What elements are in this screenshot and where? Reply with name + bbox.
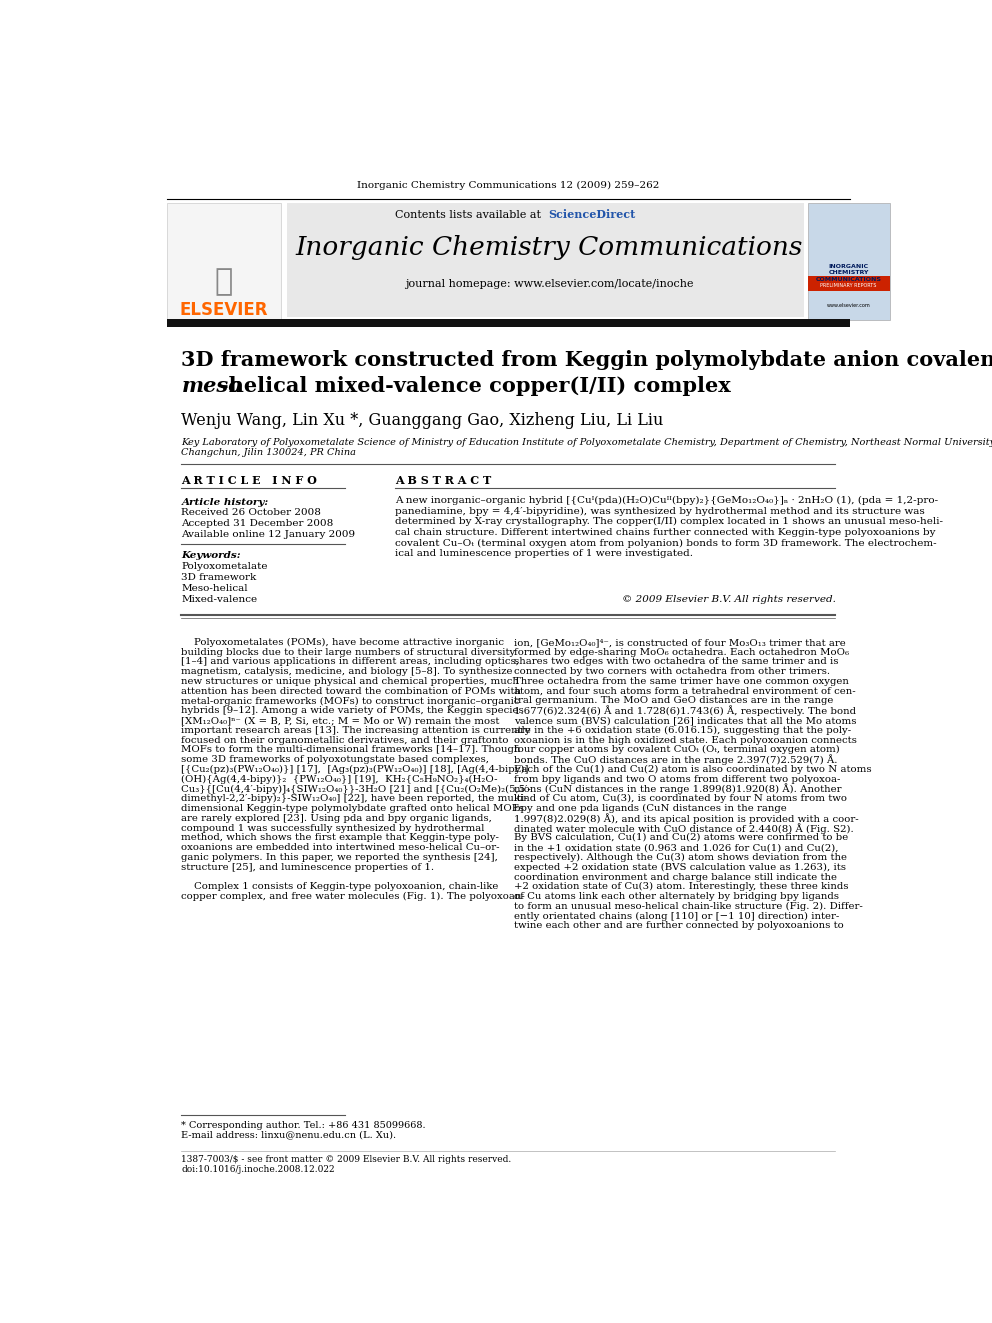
Text: [{Cu₂(pz)₃(PW₁₂O₄₀)}] [17],  [Ag₃(pz)₃(PW₁₂O₄₀)] [18], [Ag(4,4-bipy)]: [{Cu₂(pz)₃(PW₁₂O₄₀)}] [17], [Ag₃(pz)₃(PW… — [182, 765, 529, 774]
Text: journal homepage: www.elsevier.com/locate/inoche: journal homepage: www.elsevier.com/locat… — [405, 279, 693, 290]
Text: A new inorganic–organic hybrid [{Cuᴵ(pda)(H₂O)Cuᴵᴵ(bpy)₂}{GeMo₁₂O₄₀}]ₙ · 2nH₂O (: A new inorganic–organic hybrid [{Cuᴵ(pda… — [395, 496, 938, 505]
Text: ganic polymers. In this paper, we reported the synthesis [24],: ganic polymers. In this paper, we report… — [182, 853, 498, 863]
Text: new structures or unique physical and chemical properties, much: new structures or unique physical and ch… — [182, 677, 519, 685]
Text: 1387-7003/$ - see front matter © 2009 Elsevier B.V. All rights reserved.: 1387-7003/$ - see front matter © 2009 El… — [182, 1155, 512, 1164]
Text: atom, and four such atoms form a tetrahedral environment of cen-: atom, and four such atoms form a tetrahe… — [514, 687, 855, 696]
Text: structure [25], and luminescence properties of 1.: structure [25], and luminescence propert… — [182, 863, 434, 872]
Text: www.elsevier.com: www.elsevier.com — [826, 303, 871, 307]
Text: Meso-helical: Meso-helical — [182, 583, 248, 593]
Text: expected +2 oxidation state (BVS calculation value as 1.263), its: expected +2 oxidation state (BVS calcula… — [514, 863, 846, 872]
Text: (OH){Ag(4,4-bipy)}₂  {PW₁₂O₄₀}] [19],  KH₂{C₅H₉NO₂}₄(H₂O-: (OH){Ag(4,4-bipy)}₂ {PW₁₂O₄₀}] [19], KH₂… — [182, 775, 498, 783]
Text: magnetism, catalysis, medicine, and biology [5–8]. To synthesize: magnetism, catalysis, medicine, and biol… — [182, 667, 513, 676]
Text: tral germanium. The MoO and GeO distances are in the range: tral germanium. The MoO and GeO distance… — [514, 696, 833, 705]
Text: metal-organic frameworks (MOFs) to construct inorganic–organic: metal-organic frameworks (MOFs) to const… — [182, 696, 520, 705]
Text: Mixed-valence: Mixed-valence — [182, 595, 258, 603]
Text: bpy and one pda ligands (CuN distances in the range: bpy and one pda ligands (CuN distances i… — [514, 804, 787, 814]
Text: 3D framework constructed from Keggin polymolybdate anion covalently linked by: 3D framework constructed from Keggin pol… — [182, 351, 992, 370]
Text: Three octahedra from the same trimer have one common oxygen: Three octahedra from the same trimer hav… — [514, 677, 849, 685]
Text: ently orientated chains (along [110] or [−1 10] direction) inter-: ently orientated chains (along [110] or … — [514, 912, 839, 921]
Text: +2 oxidation state of Cu(3) atom. Interestingly, these three kinds: +2 oxidation state of Cu(3) atom. Intere… — [514, 882, 848, 892]
Text: 3D framework: 3D framework — [182, 573, 257, 582]
Text: focused on their organometallic derivatives, and their graftonto: focused on their organometallic derivati… — [182, 736, 509, 745]
Text: some 3D frameworks of polyoxotungstate based complexes,: some 3D frameworks of polyoxotungstate b… — [182, 755, 489, 765]
Text: Accepted 31 December 2008: Accepted 31 December 2008 — [182, 519, 333, 528]
Text: oxoanion is in the high oxidized state. Each polyoxoanion connects: oxoanion is in the high oxidized state. … — [514, 736, 857, 745]
Text: ion, [GeMo₁₂O₄₀]⁴⁻, is constructed of four Mo₃O₁₃ trimer that are: ion, [GeMo₁₂O₄₀]⁴⁻, is constructed of fo… — [514, 638, 845, 647]
Text: Keywords:: Keywords: — [182, 550, 241, 560]
Text: By BVS calculation, Cu(1) and Cu(2) atoms were confirmed to be: By BVS calculation, Cu(1) and Cu(2) atom… — [514, 833, 848, 843]
Text: respectively). Although the Cu(3) atom shows deviation from the: respectively). Although the Cu(3) atom s… — [514, 853, 847, 863]
Text: Inorganic Chemistry Communications: Inorganic Chemistry Communications — [296, 234, 804, 259]
Text: twine each other and are further connected by polyoxoanions to: twine each other and are further connect… — [514, 921, 843, 930]
Text: Cu₃}{[Cu(4,4′-bipy)]₄{SIW₁₂O₄₀}}-3H₂O [21] and [{Cu₂(O₂Me)₂(5,5′-: Cu₃}{[Cu(4,4′-bipy)]₄{SIW₁₂O₄₀}}-3H₂O [2… — [182, 785, 531, 794]
Text: © 2009 Elsevier B.V. All rights reserved.: © 2009 Elsevier B.V. All rights reserved… — [622, 595, 835, 603]
Text: MOFs to form the multi-dimensional frameworks [14–17]. Though: MOFs to form the multi-dimensional frame… — [182, 745, 521, 754]
Text: Available online 12 January 2009: Available online 12 January 2009 — [182, 531, 355, 538]
Text: A B S T R A C T: A B S T R A C T — [395, 475, 491, 486]
Text: formed by edge-sharing MoO₆ octahedra. Each octahedron MoO₆: formed by edge-sharing MoO₆ octahedra. E… — [514, 647, 849, 656]
Text: from bpy ligands and two O atoms from different two polyoxoa-: from bpy ligands and two O atoms from di… — [514, 775, 840, 783]
Text: coordination environment and charge balance still indicate the: coordination environment and charge bala… — [514, 872, 837, 881]
Text: dinated water molecule with CuO distance of 2.440(8) Å (Fig. S2).: dinated water molecule with CuO distance… — [514, 823, 853, 833]
Bar — [167, 319, 850, 327]
Bar — [808, 202, 890, 320]
Bar — [167, 202, 282, 320]
Text: compound 1 was successfully synthesized by hydrothermal: compound 1 was successfully synthesized … — [182, 824, 485, 832]
Text: ical and luminescence properties of 1 were investigated.: ical and luminescence properties of 1 we… — [395, 549, 693, 558]
Text: [1–4] and various applications in different areas, including optics,: [1–4] and various applications in differ… — [182, 658, 520, 667]
Text: Polyoxometalate: Polyoxometalate — [182, 562, 268, 572]
Text: four copper atoms by covalent CuOₜ (Oₜ, terminal oxygen atom): four copper atoms by covalent CuOₜ (Oₜ, … — [514, 745, 839, 754]
Text: of Cu atoms link each other alternately by bridging bpy ligands: of Cu atoms link each other alternately … — [514, 892, 839, 901]
Text: Received 26 October 2008: Received 26 October 2008 — [182, 508, 321, 517]
Text: Polyoxometalates (POMs), have become attractive inorganic: Polyoxometalates (POMs), have become att… — [182, 638, 504, 647]
Text: 1.997(8)2.029(8) Å), and its apical position is provided with a coor-: 1.997(8)2.029(8) Å), and its apical posi… — [514, 812, 858, 824]
Text: oxoanions are embedded into intertwined meso-helical Cu–or-: oxoanions are embedded into intertwined … — [182, 843, 500, 852]
Text: dimensional Keggin-type polymolybdate grafted onto helical MOFs: dimensional Keggin-type polymolybdate gr… — [182, 804, 525, 814]
Text: -helical mixed-valence copper(I/II) complex: -helical mixed-valence copper(I/II) comp… — [220, 376, 731, 396]
Text: Each of the Cu(1) and Cu(2) atom is also coordinated by two N atoms: Each of the Cu(1) and Cu(2) atom is also… — [514, 765, 871, 774]
Text: cal chain structure. Different intertwined chains further connected with Keggin-: cal chain structure. Different intertwin… — [395, 528, 935, 537]
Text: Changchun, Jilin 130024, PR China: Changchun, Jilin 130024, PR China — [182, 447, 356, 456]
Text: shares two edges with two octahedra of the same trimer and is: shares two edges with two octahedra of t… — [514, 658, 838, 667]
Text: meso: meso — [182, 376, 242, 396]
Text: E-mail address: linxu@nenu.edu.cn (L. Xu).: E-mail address: linxu@nenu.edu.cn (L. Xu… — [182, 1131, 397, 1139]
Text: Complex 1 consists of Keggin-type polyoxoanion, chain-like: Complex 1 consists of Keggin-type polyox… — [182, 882, 499, 892]
Text: important research areas [13]. The increasing attention is currently: important research areas [13]. The incre… — [182, 726, 531, 734]
Text: attention has been directed toward the combination of POMs with: attention has been directed toward the c… — [182, 687, 522, 696]
Text: connected by two corners with octahedra from other trimers.: connected by two corners with octahedra … — [514, 667, 830, 676]
Text: A R T I C L E   I N F O: A R T I C L E I N F O — [182, 475, 317, 486]
Text: [XM₁₂O₄₀]ⁿ⁻ (X = B, P, Si, etc.; M = Mo or W) remain the most: [XM₁₂O₄₀]ⁿ⁻ (X = B, P, Si, etc.; M = Mo … — [182, 716, 500, 725]
Text: copper complex, and free water molecules (Fig. 1). The polyoxoan-: copper complex, and free water molecules… — [182, 892, 525, 901]
Text: determined by X-ray crystallography. The copper(I/II) complex located in 1 shows: determined by X-ray crystallography. The… — [395, 517, 943, 527]
Bar — [287, 202, 805, 316]
Text: covalent Cu–Oₜ (terminal oxygen atom from polyanion) bonds to form 3D framework.: covalent Cu–Oₜ (terminal oxygen atom fro… — [395, 538, 936, 548]
Text: Key Laboratory of Polyoxometalate Science of Ministry of Education Institute of : Key Laboratory of Polyoxometalate Scienc… — [182, 438, 992, 447]
Text: kind of Cu atom, Cu(3), is coordinated by four N atoms from two: kind of Cu atom, Cu(3), is coordinated b… — [514, 794, 847, 803]
Bar — [808, 275, 890, 291]
Text: valence sum (BVS) calculation [26] indicates that all the Mo atoms: valence sum (BVS) calculation [26] indic… — [514, 716, 856, 725]
Text: Article history:: Article history: — [182, 497, 269, 507]
Text: dimethyl-2,2′-bipy)₂}-SIW₁₂O₄₀] [22], have been reported, the multi-: dimethyl-2,2′-bipy)₂}-SIW₁₂O₄₀] [22], ha… — [182, 794, 528, 803]
Text: ScienceDirect: ScienceDirect — [548, 209, 635, 221]
Text: to form an unusual meso-helical chain-like structure (Fig. 2). Differ-: to form an unusual meso-helical chain-li… — [514, 902, 863, 912]
Text: Inorganic Chemistry Communications 12 (2009) 259–262: Inorganic Chemistry Communications 12 (2… — [357, 181, 660, 191]
Text: Wenju Wang, Lin Xu *, Guanggang Gao, Xizheng Liu, Li Liu: Wenju Wang, Lin Xu *, Guanggang Gao, Xiz… — [182, 411, 664, 429]
Text: doi:10.1016/j.inoche.2008.12.022: doi:10.1016/j.inoche.2008.12.022 — [182, 1164, 335, 1174]
Text: in the +1 oxidation state (0.963 and 1.026 for Cu(1) and Cu(2),: in the +1 oxidation state (0.963 and 1.0… — [514, 843, 838, 852]
Text: nions (CuN distances in the range 1.899(8)1.920(8) Å). Another: nions (CuN distances in the range 1.899(… — [514, 783, 841, 794]
Text: 1.677(6)2.324(6) Å and 1.728(6)1.743(6) Å, respectively. The bond: 1.677(6)2.324(6) Å and 1.728(6)1.743(6) … — [514, 705, 856, 716]
Text: * Corresponding author. Tel.: +86 431 85099668.: * Corresponding author. Tel.: +86 431 85… — [182, 1121, 426, 1130]
Text: PRELIMINARY REPORTS: PRELIMINARY REPORTS — [820, 283, 877, 288]
Text: bonds. The CuO distances are in the range 2.397(7)2.529(7) Å.: bonds. The CuO distances are in the rang… — [514, 754, 837, 765]
Text: panediamine, bpy = 4,4′-bipyridine), was synthesized by hydrothermal method and : panediamine, bpy = 4,4′-bipyridine), was… — [395, 507, 925, 516]
Text: Contents lists available at: Contents lists available at — [396, 210, 545, 220]
Text: are in the +6 oxidation state (6.016.15), suggesting that the poly-: are in the +6 oxidation state (6.016.15)… — [514, 726, 851, 734]
Text: method, which shows the first example that Keggin-type poly-: method, which shows the first example th… — [182, 833, 499, 843]
Text: are rarely explored [23]. Using pda and bpy organic ligands,: are rarely explored [23]. Using pda and … — [182, 814, 492, 823]
Text: ELSEVIER: ELSEVIER — [180, 302, 268, 319]
Text: building blocks due to their large numbers of structural diversity: building blocks due to their large numbe… — [182, 647, 516, 656]
Text: hybrids [9–12]. Among a wide variety of POMs, the Keggin species: hybrids [9–12]. Among a wide variety of … — [182, 706, 524, 716]
Text: INORGANIC
CHEMISTRY
COMMUNICATIONS: INORGANIC CHEMISTRY COMMUNICATIONS — [815, 263, 882, 282]
Text: 🌳: 🌳 — [215, 267, 233, 296]
